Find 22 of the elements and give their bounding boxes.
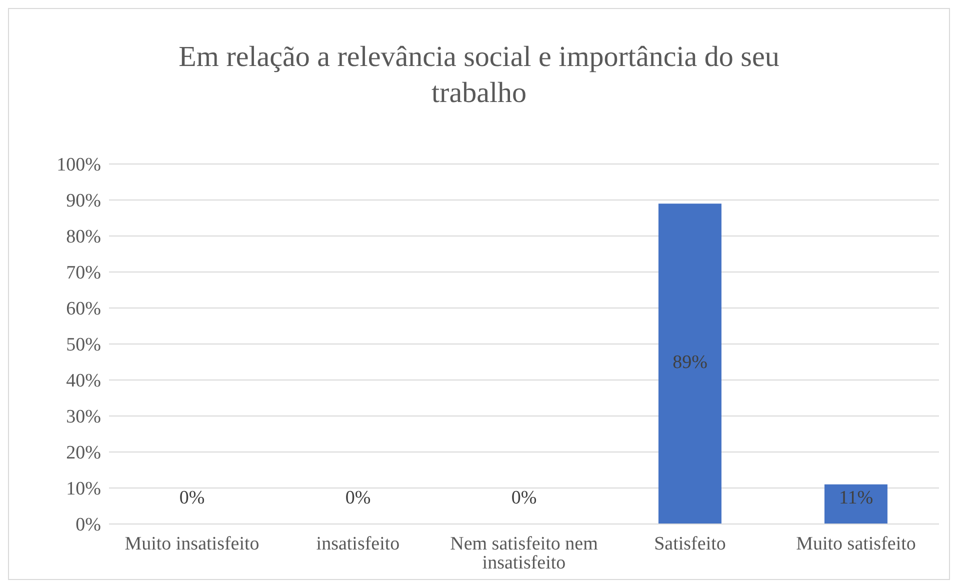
x-tick-label: Satisfeito	[654, 533, 726, 554]
y-tick-label: 40%	[66, 370, 102, 392]
data-label: 89%	[672, 352, 708, 374]
y-tick-label: 30%	[66, 406, 102, 428]
y-tick-label: 100%	[56, 154, 102, 176]
data-label: 0%	[511, 487, 537, 508]
y-tick-label: 80%	[66, 226, 102, 248]
x-tick-label: insatisfeito	[316, 533, 400, 554]
chart-title: Em relação a relevância social e importância do seu trabalho	[178, 40, 780, 111]
x-tick-label: Muito satisfeito	[796, 533, 916, 554]
y-tick-label: 0%	[76, 514, 102, 536]
y-tick-label: 60%	[66, 298, 102, 320]
y-tick-label: 90%	[66, 190, 102, 212]
y-tick-label: 10%	[66, 478, 102, 500]
data-label: 11%	[838, 487, 874, 508]
y-tick-label: 50%	[66, 334, 102, 356]
x-tick-label: Muito insatisfeito	[124, 533, 260, 554]
x-tick-label: Nem satisfeito nem insatisfeito	[450, 533, 598, 574]
y-tick-label: 70%	[66, 262, 102, 284]
data-label: 0%	[179, 487, 205, 508]
y-tick-label: 20%	[66, 442, 102, 464]
data-label: 0%	[345, 487, 371, 508]
